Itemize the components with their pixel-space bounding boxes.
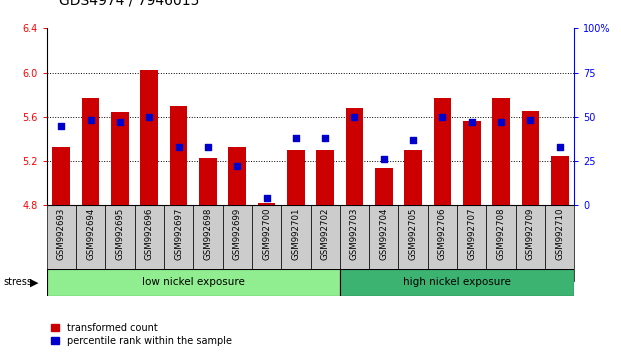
Bar	[170, 106, 188, 205]
Text: GSM992703: GSM992703	[350, 207, 359, 260]
Bar	[399, 205, 428, 281]
Point	[555, 144, 564, 150]
Point	[496, 119, 506, 125]
Point	[350, 114, 360, 120]
Text: ▶: ▶	[30, 277, 39, 287]
Point	[57, 123, 66, 129]
Point	[437, 114, 447, 120]
Bar	[492, 98, 510, 205]
Bar	[310, 205, 340, 281]
Point	[467, 119, 477, 125]
Bar	[428, 205, 457, 281]
Text: GSM992698: GSM992698	[203, 207, 212, 260]
Bar	[516, 205, 545, 281]
Text: high nickel exposure: high nickel exposure	[403, 277, 511, 287]
Text: GSM992699: GSM992699	[233, 207, 242, 260]
Bar	[164, 205, 193, 281]
Bar	[140, 70, 158, 205]
Point	[525, 118, 535, 123]
Text: GSM992694: GSM992694	[86, 207, 95, 260]
Text: GSM992696: GSM992696	[145, 207, 154, 260]
Text: stress: stress	[3, 277, 32, 287]
Bar	[463, 121, 481, 205]
Bar	[135, 205, 164, 281]
Text: GSM992702: GSM992702	[320, 207, 330, 260]
Text: GSM992704: GSM992704	[379, 207, 388, 260]
Text: GSM992705: GSM992705	[409, 207, 418, 260]
Bar	[369, 205, 399, 281]
Bar	[222, 205, 252, 281]
Bar	[199, 158, 217, 205]
Bar	[47, 269, 340, 296]
Point	[261, 195, 271, 201]
Bar	[229, 147, 246, 205]
Bar	[252, 205, 281, 281]
Point	[291, 135, 301, 141]
Bar	[346, 108, 363, 205]
Bar	[287, 150, 305, 205]
Text: GDS4974 / 7946015: GDS4974 / 7946015	[59, 0, 199, 7]
Bar	[551, 155, 569, 205]
Text: GSM992701: GSM992701	[291, 207, 301, 260]
Bar	[340, 269, 574, 296]
Text: GSM992710: GSM992710	[555, 207, 564, 260]
Bar	[433, 98, 451, 205]
Bar	[258, 203, 275, 205]
Bar	[111, 112, 129, 205]
Point	[203, 144, 213, 150]
Bar	[281, 205, 310, 281]
Bar	[375, 168, 392, 205]
Bar	[486, 205, 516, 281]
Legend: transformed count, percentile rank within the sample: transformed count, percentile rank withi…	[52, 323, 232, 346]
Bar	[522, 111, 539, 205]
Bar	[193, 205, 222, 281]
Point	[173, 144, 184, 150]
Text: GSM992700: GSM992700	[262, 207, 271, 260]
Bar	[545, 205, 574, 281]
Text: GSM992706: GSM992706	[438, 207, 447, 260]
Bar	[76, 205, 105, 281]
Text: GSM992707: GSM992707	[467, 207, 476, 260]
Point	[320, 135, 330, 141]
Bar	[52, 147, 70, 205]
Bar	[316, 150, 334, 205]
Text: low nickel exposure: low nickel exposure	[142, 277, 245, 287]
Text: GSM992693: GSM992693	[57, 207, 66, 260]
Point	[232, 164, 242, 169]
Bar	[457, 205, 486, 281]
Point	[115, 119, 125, 125]
Text: GSM992709: GSM992709	[526, 207, 535, 260]
Point	[379, 156, 389, 162]
Bar	[82, 98, 99, 205]
Point	[144, 114, 154, 120]
Point	[86, 118, 96, 123]
Bar	[105, 205, 135, 281]
Text: GSM992697: GSM992697	[174, 207, 183, 260]
Text: GSM992695: GSM992695	[116, 207, 124, 260]
Point	[408, 137, 418, 143]
Bar	[47, 205, 76, 281]
Bar	[404, 150, 422, 205]
Bar	[340, 205, 369, 281]
Text: GSM992708: GSM992708	[497, 207, 505, 260]
